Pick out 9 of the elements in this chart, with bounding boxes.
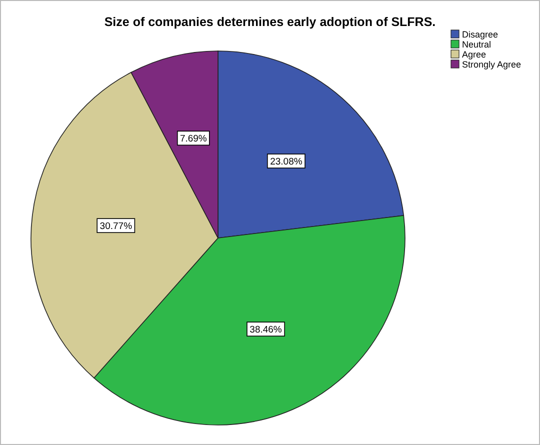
legend-label: Neutral xyxy=(462,40,492,50)
data-label: 38.46% xyxy=(250,324,282,336)
data-label: 30.77% xyxy=(100,221,133,232)
chart-title: Size of companies determines early adoption of SLFRS. xyxy=(104,15,436,29)
data-label: 7.69% xyxy=(180,134,208,145)
legend-label: Strongly Agree xyxy=(462,60,522,70)
legend-label: Agree xyxy=(462,50,486,60)
data-label: 23.08% xyxy=(270,156,303,168)
legend-label: Disagree xyxy=(462,30,498,40)
